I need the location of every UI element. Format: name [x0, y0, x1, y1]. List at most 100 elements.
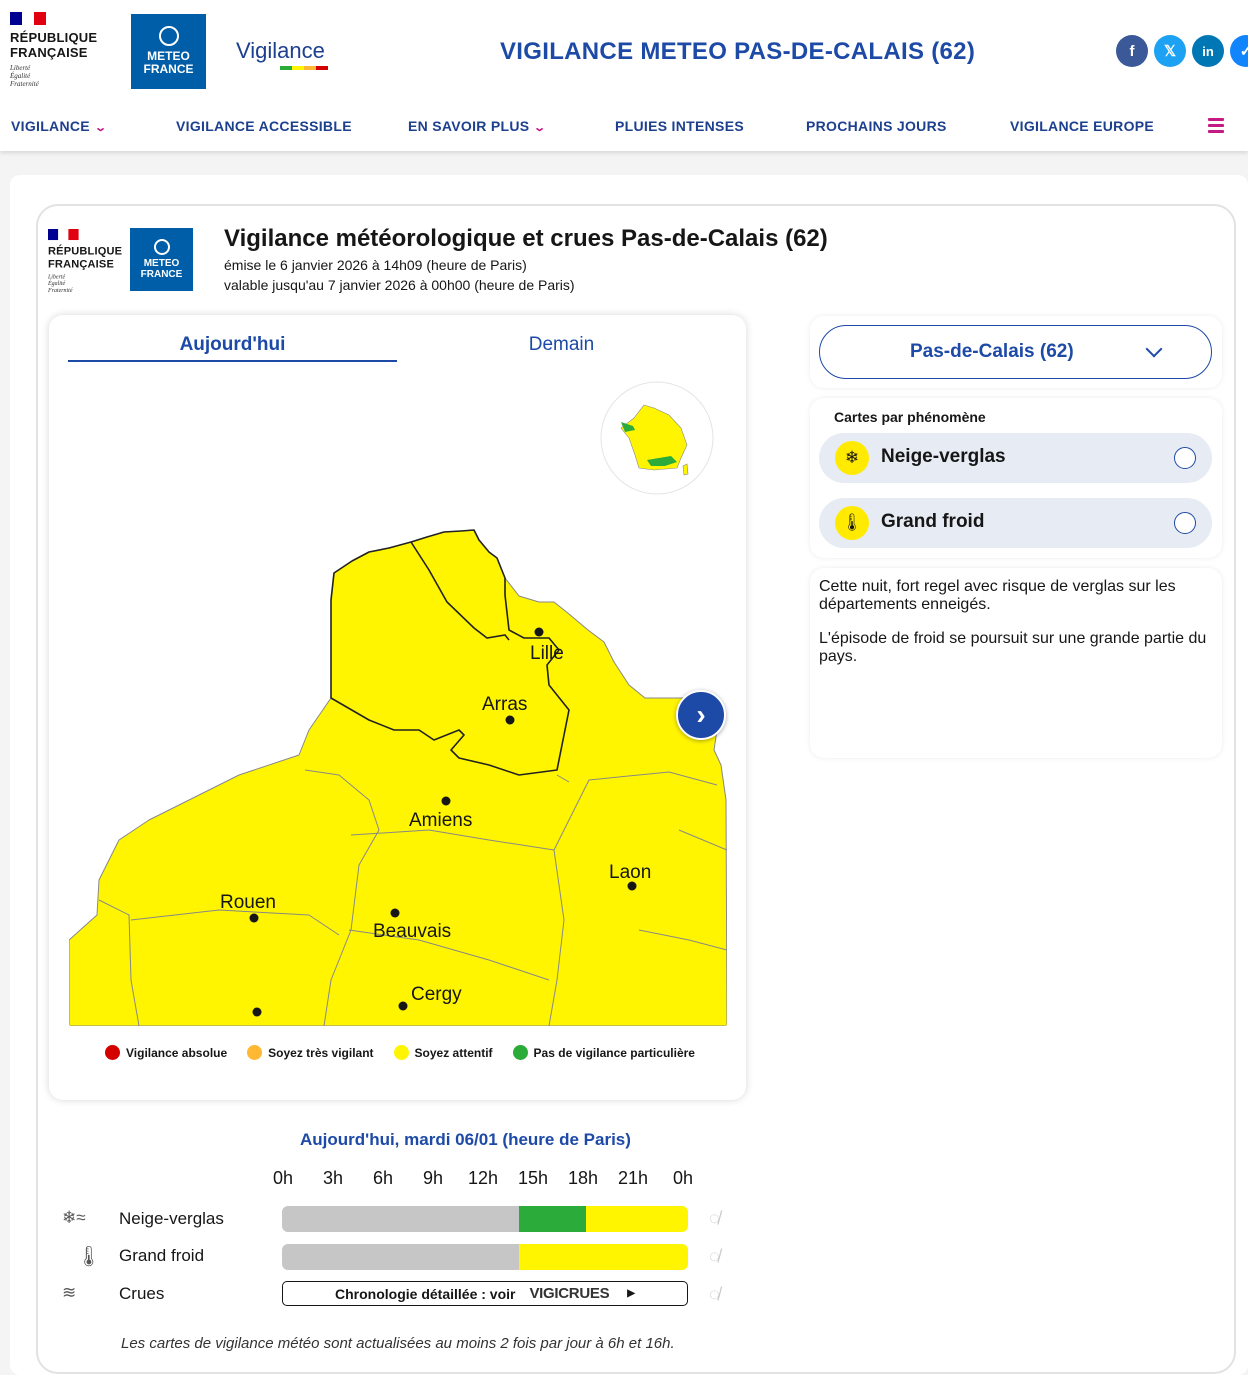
motto-egalite: Égalité — [10, 72, 31, 80]
nav-en-savoir-plus[interactable]: EN SAVOIR PLUS ⌄ — [408, 118, 546, 134]
city-label-laon: Laon — [609, 862, 651, 883]
eye-slash-icon[interactable]: ◌̸ — [709, 1208, 720, 1228]
legend-label-tres-vigilant: Soyez très vigilant — [268, 1045, 374, 1060]
hour-label: 0h — [672, 1168, 694, 1188]
green-dot-icon — [512, 1045, 528, 1060]
city-dot-rouen — [249, 913, 259, 923]
commentary-paragraph-1: Cette nuit, fort regel avec risque de ve… — [819, 578, 1176, 613]
vigilance-map[interactable]: Lille Arras Amiens Laon Rouen Beauvais C… — [69, 380, 727, 1026]
phenomenon-label: Grand froid — [881, 511, 985, 532]
meteo-france-logo[interactable]: METEO FRANCE — [131, 14, 206, 89]
city-dot-beauvais — [390, 908, 400, 918]
hamburger-menu-icon[interactable] — [1208, 118, 1224, 136]
facebook-icon[interactable]: f — [1116, 35, 1148, 67]
meteo-france-label-1: METEO — [143, 258, 180, 269]
city-markers: Lille Arras Amiens Laon Rouen Beauvais C… — [220, 627, 651, 1017]
phenomenon-radio[interactable] — [1174, 512, 1196, 534]
commentary-paragraph-2: L'épisode de froid se poursuit sur une g… — [819, 630, 1207, 665]
meteo-france-label-2: FRANCE — [143, 62, 194, 76]
chevron-right-icon: › — [696, 699, 706, 730]
legend-item-attentif: Soyez attentif — [393, 1045, 493, 1060]
vigilance-logo-text: Vigilance — [236, 38, 325, 63]
nav-vigilance-accessible[interactable]: VIGILANCE ACCESSIBLE — [176, 118, 352, 134]
timeline-label-grand-froid: Grand froid — [119, 1246, 205, 1265]
pas-de-calais-nord-separation — [410, 541, 510, 641]
french-flag-icon — [10, 12, 46, 25]
nav-prochains-jours[interactable]: PROCHAINS JOURS — [806, 118, 947, 134]
hour-label: 12h — [467, 1168, 499, 1188]
republique-label-1: RÉPUBLIQUE — [48, 244, 123, 258]
legend-label-absolue: Vigilance absolue — [126, 1045, 228, 1060]
timeline-segment-yellow — [518, 1244, 688, 1270]
footnote: Les cartes de vigilance météo sont actua… — [121, 1335, 675, 1352]
nav-vigilance-europe[interactable]: VIGILANCE EUROPE — [1010, 118, 1155, 134]
meteo-france-label-2: FRANCE — [140, 269, 183, 280]
hour-label: 15h — [517, 1168, 549, 1188]
motto-egalite: Égalité — [48, 280, 66, 287]
department-select-value: Pas-de-Calais (62) — [910, 341, 1074, 362]
hour-label: 21h — [617, 1168, 649, 1188]
nord-pas-de-calais-border — [330, 529, 570, 776]
phenomenon-radio[interactable] — [1174, 447, 1196, 469]
snow-ice-icon: ❄︎ — [835, 441, 869, 475]
city-dot-laon — [627, 881, 637, 891]
thermometer-icon: 🌡︎ — [76, 1246, 102, 1268]
map-regions — [69, 529, 727, 1026]
hour-label: 9h — [422, 1168, 444, 1188]
snow-ice-icon: ❄︎≈ — [62, 1208, 86, 1227]
meteo-france-emblem-icon — [153, 239, 170, 255]
republique-francaise-logo[interactable]: RÉPUBLIQUE FRANÇAISE Liberté Égalité Fra… — [10, 12, 110, 92]
hour-label: 0h — [272, 1168, 294, 1188]
phenomena-title: Cartes par phénomène — [834, 409, 986, 425]
waves-icon: ≋ — [62, 1283, 77, 1302]
french-flag-icon — [48, 229, 79, 241]
social-links: f 𝕏 in ✓ — [1116, 35, 1248, 67]
motto-liberte: Liberté — [48, 273, 66, 280]
hour-label: 6h — [372, 1168, 394, 1188]
active-tab-indicator — [68, 360, 397, 362]
timeline-label-crues: Crues — [119, 1284, 165, 1303]
city-dot-amiens — [441, 796, 451, 806]
nav-vigilance-label: VIGILANCE — [11, 118, 90, 134]
republique-label-2: FRANÇAISE — [10, 45, 88, 60]
bulletin-title: Vigilance météorologique et crues Pas-de… — [224, 225, 828, 252]
city-dot-evreux — [252, 1007, 262, 1017]
vigilance-color-bars — [280, 66, 328, 70]
nav-vigilance[interactable]: VIGILANCE ⌄ — [11, 118, 108, 134]
eye-slash-icon[interactable]: ◌̸ — [709, 1284, 720, 1304]
timeline-bar-neige-verglas — [282, 1206, 688, 1232]
map-next-button[interactable]: › — [676, 690, 726, 740]
nav-en-savoir-plus-label: EN SAVOIR PLUS — [408, 118, 530, 134]
x-icon[interactable]: 𝕏 — [1154, 35, 1186, 67]
tab-aujourdhui[interactable]: Aujourd'hui — [179, 334, 286, 355]
bulletin-emitted: émise le 6 janvier 2026 à 14h09 (heure d… — [224, 257, 527, 273]
linkedin-icon[interactable]: in — [1192, 35, 1224, 67]
chevron-down-icon: ⌄ — [94, 122, 108, 134]
motto-fraternite: Fraternité — [48, 286, 73, 294]
city-label-lille: Lille — [530, 643, 564, 664]
hour-label: 18h — [567, 1168, 599, 1188]
legend-label-pas-de-vigilance: Pas de vigilance particulière — [533, 1045, 695, 1060]
vigicrues-link[interactable]: Chronologie détaillée : voir VIGICRUES ▶ — [282, 1281, 688, 1306]
eye-slash-icon[interactable]: ◌̸ — [709, 1246, 720, 1266]
vigilance-logo[interactable]: Vigilance — [236, 38, 328, 70]
phenomenon-neige-verglas[interactable]: ❄︎ Neige-verglas — [819, 433, 1212, 483]
legend-label-attentif: Soyez attentif — [414, 1045, 493, 1060]
bluesky-icon[interactable]: ✓ — [1230, 35, 1248, 67]
france-minimap[interactable] — [600, 381, 714, 495]
phenomenon-grand-froid[interactable]: 🌡︎ Grand froid — [819, 498, 1212, 548]
tab-demain[interactable]: Demain — [528, 334, 595, 355]
department-select[interactable] — [819, 325, 1212, 379]
timeline-segment-past — [282, 1206, 519, 1232]
department-selector-card — [810, 316, 1222, 388]
nav-pluies-intenses[interactable]: PLUIES INTENSES — [615, 118, 744, 134]
timeline-segment-green — [518, 1206, 587, 1232]
bulletin-republique-logo: RÉPUBLIQUE FRANÇAISE Liberté Égalité Fra… — [48, 229, 133, 297]
motto-liberte: Liberté — [10, 64, 31, 72]
site-title: VIGILANCE METEO PAS-DE-CALAIS (62) — [500, 38, 976, 65]
timeline-bar-grand-froid — [282, 1244, 688, 1270]
city-label-cergy: Cergy — [411, 984, 462, 1005]
timeline-segment-past — [282, 1244, 519, 1270]
city-dot-lille — [534, 627, 544, 637]
meteo-france-label-1: METEO — [147, 49, 190, 63]
